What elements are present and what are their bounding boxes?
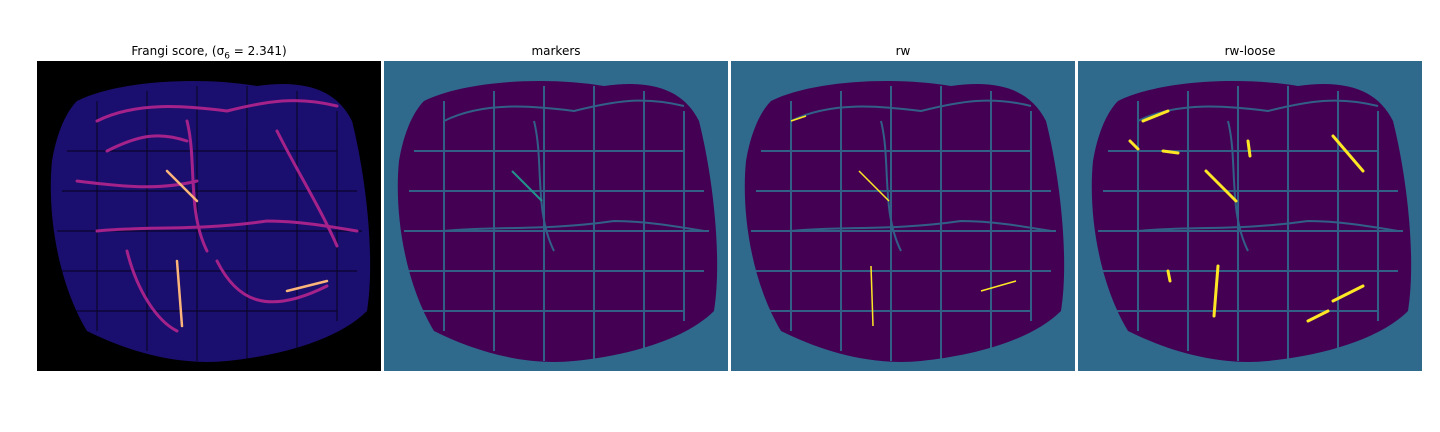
frangi-score-image bbox=[37, 61, 381, 371]
frangi-panel-title: Frangi score, (σ6 = 2.341) bbox=[131, 44, 287, 62]
markers-image bbox=[384, 61, 728, 371]
markers-canvas bbox=[384, 61, 728, 371]
markers-panel-title: markers bbox=[531, 44, 581, 58]
rw-panel-title: rw bbox=[895, 44, 911, 58]
rw-canvas bbox=[731, 61, 1075, 371]
rw-loose-image bbox=[1078, 61, 1422, 371]
rw-loose-panel-title: rw-loose bbox=[1224, 44, 1276, 58]
rw-loose-canvas bbox=[1078, 61, 1422, 371]
frangi-score-canvas bbox=[37, 61, 381, 371]
rw-image bbox=[731, 61, 1075, 371]
